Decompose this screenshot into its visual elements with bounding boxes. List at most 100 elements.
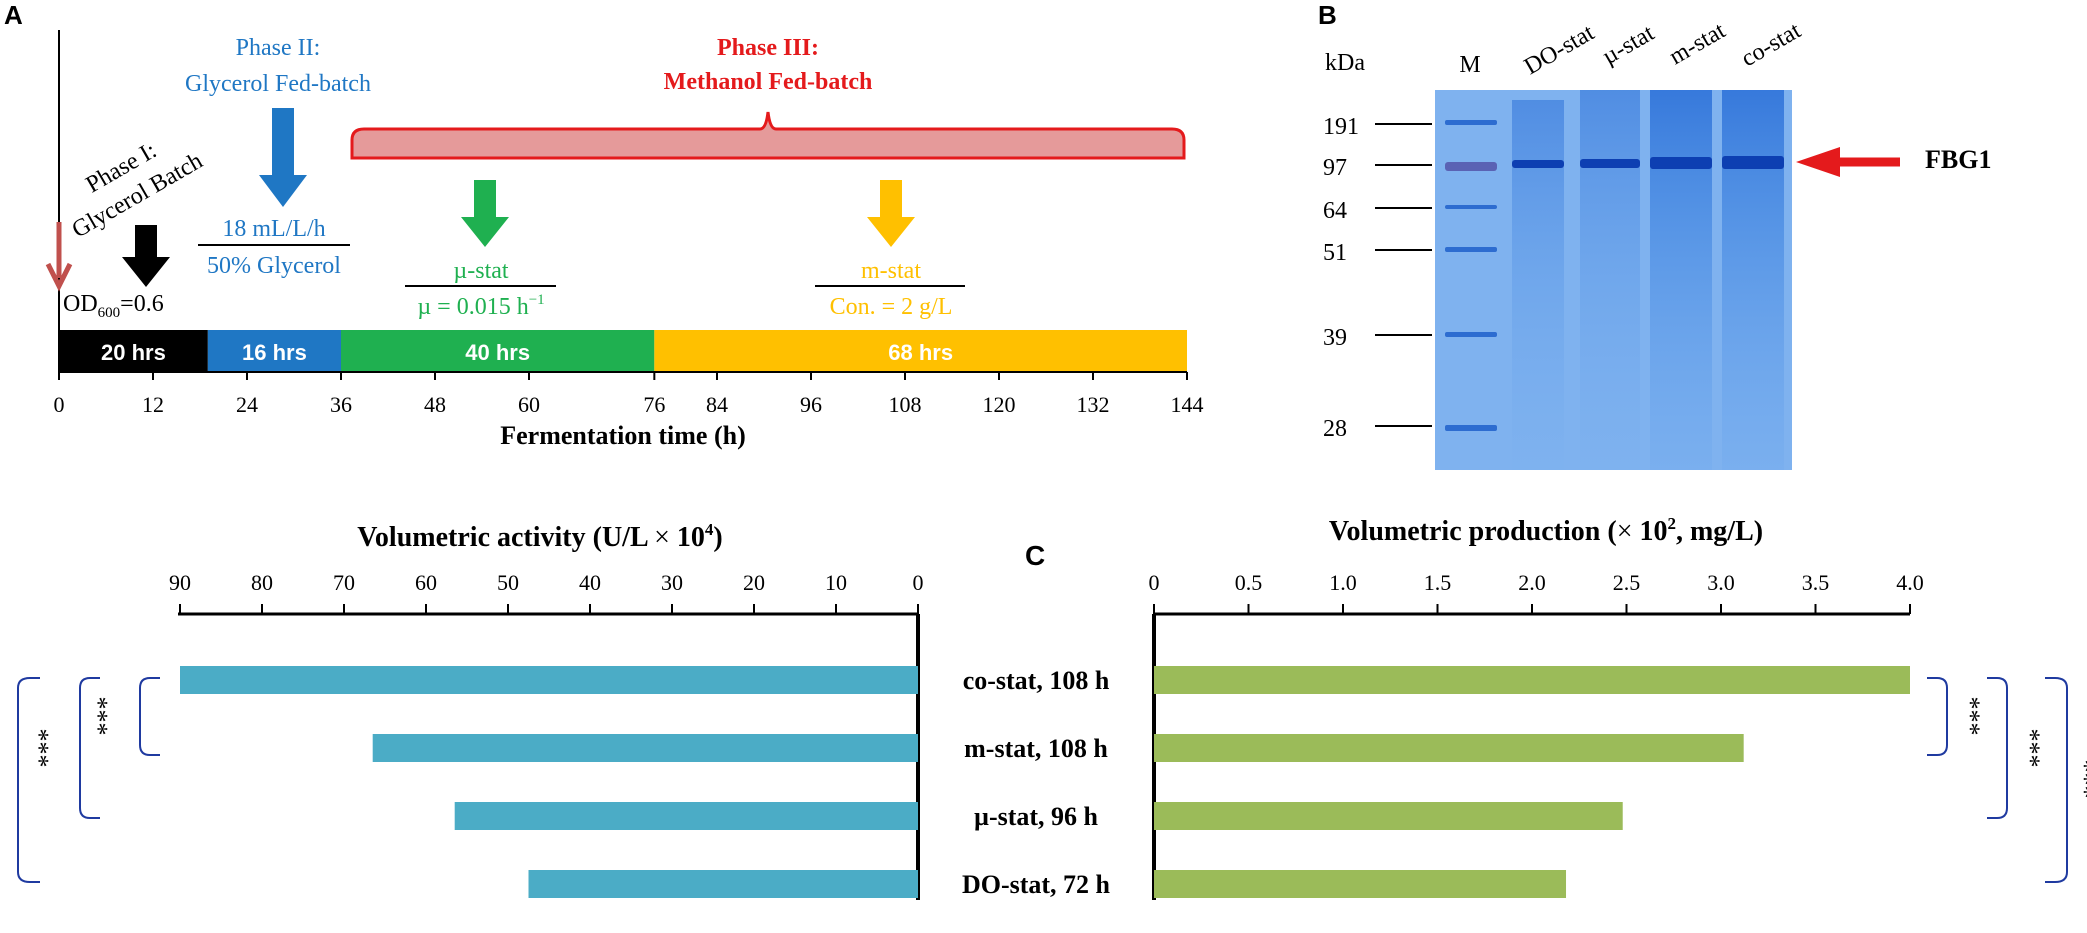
activity-title-sup: 4	[705, 520, 714, 539]
timeline-segment	[207, 330, 341, 372]
panel-c: C Volumetric activity (U/L × 104) Volume…	[0, 514, 2087, 900]
activity-tick-label: 80	[251, 570, 273, 595]
mu-stat-bottom-sup: −1	[529, 292, 545, 308]
significance-label: ***	[2016, 729, 2045, 768]
production-tick-label: 1.0	[1329, 570, 1357, 595]
panel-a: A Phase I: Glycerol Batch OD600=0.6 Phas…	[4, 0, 1204, 450]
marker-band	[1445, 425, 1497, 431]
panel-c-letter: C	[1025, 540, 1045, 571]
panel-b: B kDa M DO-stat µ-stat m-stat co-stat	[1318, 0, 1991, 470]
activity-bars	[180, 666, 918, 898]
category-label: DO-stat, 72 h	[962, 870, 1111, 899]
fbg1-label: FBG1	[1925, 145, 1991, 174]
gel-lane-do-stat	[1512, 100, 1564, 470]
marker-label: 191	[1323, 114, 1359, 140]
production-bars	[1154, 666, 1910, 898]
fbg1-arrow-icon	[1796, 147, 1840, 177]
timeline-tick-label: 12	[142, 392, 164, 417]
timeline-segment-label: 40 hrs	[465, 340, 530, 365]
significance-label: ***	[1956, 697, 1985, 736]
panel-b-letter: B	[1318, 0, 1337, 30]
phase3-brace	[350, 111, 1186, 160]
fbg1-bands	[1512, 156, 1784, 169]
marker-labels: 191 97 64 51 39 28	[1323, 114, 1432, 442]
timeline-xlabel: Fermentation time (h)	[500, 421, 745, 450]
timeline-tick-label: 76	[643, 392, 665, 417]
timeline-tick-label: 24	[236, 392, 258, 417]
production-tick-label: 3.5	[1802, 570, 1830, 595]
mu-stat-arrow-icon	[461, 180, 509, 247]
lane-label-m-stat: m-stat	[1665, 18, 1730, 71]
production-bracket-3	[2045, 677, 2068, 883]
timeline-tick-label: 108	[889, 392, 922, 417]
production-bar	[1154, 802, 1623, 830]
category-label: m-stat, 108 h	[964, 734, 1108, 763]
lane-label-mu-stat: µ-stat	[1598, 20, 1659, 70]
phase2-title-line2: Glycerol Fed-batch	[185, 71, 371, 97]
timeline-tick-label: 36	[330, 392, 352, 417]
activity-chart-title: Volumetric activity (U/L × 104)	[357, 520, 722, 553]
phase2-note-top: 18 mL/L/h	[222, 216, 325, 242]
timeline-segment-label: 20 hrs	[101, 340, 166, 365]
production-bar	[1154, 666, 1910, 694]
inoculation-arrow-icon	[45, 262, 73, 292]
marker-label: 97	[1323, 155, 1347, 181]
fbg1-band	[1512, 160, 1564, 168]
fbg1-band	[1722, 156, 1784, 169]
mu-stat-bottom: µ = 0.015 h−1	[417, 292, 544, 320]
activity-ticks: 90 80 70 60 50 40 30 20 10 0	[169, 570, 924, 614]
marker-band	[1445, 205, 1497, 209]
timeline-segment-label: 16 hrs	[242, 340, 307, 365]
m-stat-bottom: Con. = 2 g/L	[830, 294, 953, 320]
production-tick-label: 1.5	[1424, 570, 1452, 595]
timeline-ticks: 0 12 24 36 48 60 76 84 96 108 120 132 144	[54, 372, 1204, 417]
activity-tick-label: 60	[415, 570, 437, 595]
activity-significance-brackets	[17, 677, 160, 883]
activity-tick-label: 10	[825, 570, 847, 595]
od-prefix: OD	[63, 291, 98, 317]
fbg1-band	[1650, 157, 1712, 169]
timeline-tick-label: 144	[1171, 392, 1204, 417]
activity-bar	[372, 734, 918, 762]
marker-band	[1445, 120, 1497, 125]
significance-label: ***	[2070, 760, 2087, 799]
mu-stat-top: µ-stat	[453, 258, 508, 284]
marker-label: 64	[1323, 198, 1347, 224]
fbg1-band	[1580, 159, 1640, 168]
category-label: µ-stat, 96 h	[974, 802, 1099, 831]
production-tick-label: 3.0	[1707, 570, 1735, 595]
activity-bracket-3	[17, 677, 40, 883]
timeline-tick-label: 48	[424, 392, 446, 417]
production-bar	[1154, 734, 1744, 762]
production-bracket-2	[1987, 677, 2008, 819]
od-label: OD600=0.6	[63, 291, 164, 321]
activity-bar	[180, 666, 918, 694]
od-suffix: =0.6	[120, 291, 164, 317]
gel-lane-mu-stat	[1580, 90, 1640, 470]
timeline-tick-label: 132	[1077, 392, 1110, 417]
marker-band	[1445, 247, 1497, 252]
panel-a-letter: A	[4, 0, 23, 30]
timeline-tick-label: 84	[706, 392, 728, 417]
production-chart-title: Volumetric production (× 102, mg/L)	[1329, 514, 1763, 547]
timeline-segment-label: 68 hrs	[888, 340, 953, 365]
activity-tick-label: 90	[169, 570, 191, 595]
production-tick-label: 2.5	[1613, 570, 1641, 595]
marker-band	[1445, 332, 1497, 337]
category-labels: co-stat, 108 h m-stat, 108 h µ-stat, 96 h D…	[962, 666, 1111, 899]
production-title-times: ×	[1617, 516, 1633, 547]
significance-label: ***	[0, 760, 4, 799]
activity-tick-label: 50	[497, 570, 519, 595]
marker-label: 28	[1323, 416, 1347, 442]
timeline-segments: 20 hrs 16 hrs 40 hrs 68 hrs	[59, 330, 1187, 372]
production-tick-label: 2.0	[1518, 570, 1546, 595]
activity-tick-label: 40	[579, 570, 601, 595]
gel-lane-co-stat	[1722, 90, 1784, 470]
activity-title-suffix: )	[713, 522, 722, 553]
timeline-tick-label: 0	[54, 392, 65, 417]
activity-bar	[528, 870, 918, 898]
marker-label: 39	[1323, 325, 1347, 351]
marker-bands	[1445, 120, 1497, 431]
category-label: co-stat, 108 h	[963, 666, 1110, 695]
